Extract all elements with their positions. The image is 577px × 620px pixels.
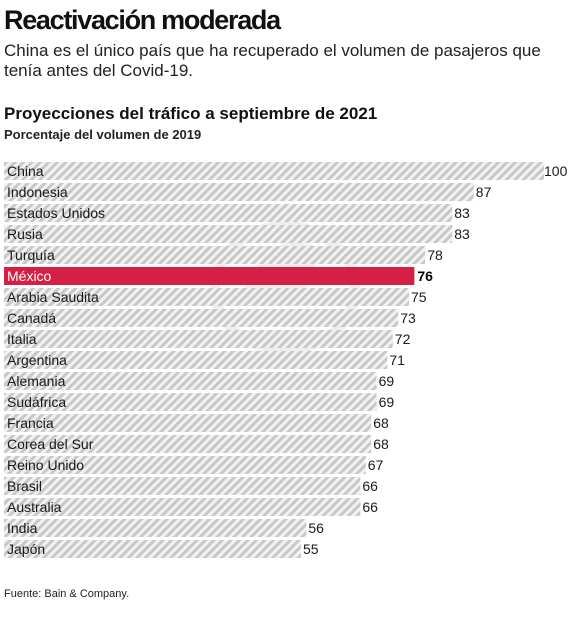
- source-note: Fuente: Bain & Company.: [4, 588, 130, 600]
- value-label-china: 100: [544, 163, 568, 179]
- bar-turquia: [4, 246, 426, 264]
- category-label-italia: Italia: [7, 331, 37, 347]
- category-label-rusia: Rusia: [7, 226, 43, 242]
- category-label-australia: Australia: [7, 499, 62, 515]
- bar-francia: [4, 414, 372, 432]
- category-label-argentina: Argentina: [7, 352, 67, 368]
- value-label-estados-unidos: 83: [454, 205, 470, 221]
- bar-chart: China 100 Indonesia 87 Estados Unidos 83 Rusia…: [4, 162, 568, 558]
- bar-australia: [4, 498, 361, 516]
- category-label-mexico: México: [7, 268, 52, 284]
- category-label-china: China: [7, 163, 44, 179]
- category-label-estados-unidos: Estados Unidos: [7, 205, 105, 221]
- bar-mexico: [4, 267, 415, 285]
- bar-brasil: [4, 477, 361, 495]
- category-label-arabia-saudita: Arabia Saudita: [7, 289, 99, 305]
- category-label-india: India: [7, 520, 38, 536]
- value-label-australia: 66: [362, 499, 378, 515]
- value-label-italia: 72: [395, 331, 411, 347]
- value-label-arabia-saudita: 75: [411, 289, 427, 305]
- chart-subtitle: Porcentaje del volumen de 2019: [4, 127, 202, 142]
- category-label-corea-del-sur: Corea del Sur: [7, 436, 94, 452]
- bar-corea-del-sur: [4, 435, 372, 453]
- bar-india: [4, 519, 307, 537]
- category-label-sudafrica: Sudáfrica: [7, 394, 66, 410]
- bar-japon: [4, 540, 301, 558]
- bar-reino-unido: [4, 456, 366, 474]
- bar-indonesia: [4, 183, 474, 201]
- value-label-japon: 55: [303, 541, 319, 557]
- value-label-indonesia: 87: [476, 184, 492, 200]
- value-label-alemania: 69: [379, 373, 395, 389]
- bar-argentina: [4, 351, 388, 369]
- value-label-reino-unido: 67: [368, 457, 384, 473]
- subhead: China es el único país que ha recuperado…: [4, 41, 541, 80]
- value-label-sudafrica: 69: [379, 394, 395, 410]
- value-label-mexico: 76: [417, 268, 433, 284]
- value-label-india: 56: [308, 520, 324, 536]
- bar-rusia: [4, 225, 453, 243]
- bar-alemania: [4, 372, 377, 390]
- value-label-argentina: 71: [389, 352, 405, 368]
- value-label-turquia: 78: [427, 247, 443, 263]
- bar-arabia-saudita: [4, 288, 409, 306]
- value-label-francia: 68: [373, 415, 389, 431]
- bar-china: [4, 162, 544, 180]
- category-label-francia: Francia: [7, 415, 54, 431]
- category-label-alemania: Alemania: [7, 373, 66, 389]
- category-label-canada: Canadá: [7, 310, 56, 326]
- bar-sudafrica: [4, 393, 377, 411]
- chart-title: Proyecciones del tráfico a septiembre de…: [4, 104, 378, 123]
- bar-canada: [4, 309, 399, 327]
- headline: Reactivación moderada: [4, 5, 281, 35]
- category-label-reino-unido: Reino Unido: [7, 457, 84, 473]
- bar-italia: [4, 330, 393, 348]
- category-label-brasil: Brasil: [7, 478, 42, 494]
- value-label-canada: 73: [400, 310, 416, 326]
- category-label-japon: Japón: [7, 541, 45, 557]
- value-label-rusia: 83: [454, 226, 470, 242]
- bar-estados-unidos: [4, 204, 453, 222]
- category-label-turquia: Turquía: [7, 247, 55, 263]
- value-label-corea-del-sur: 68: [373, 436, 389, 452]
- value-label-brasil: 66: [362, 478, 378, 494]
- category-label-indonesia: Indonesia: [7, 184, 68, 200]
